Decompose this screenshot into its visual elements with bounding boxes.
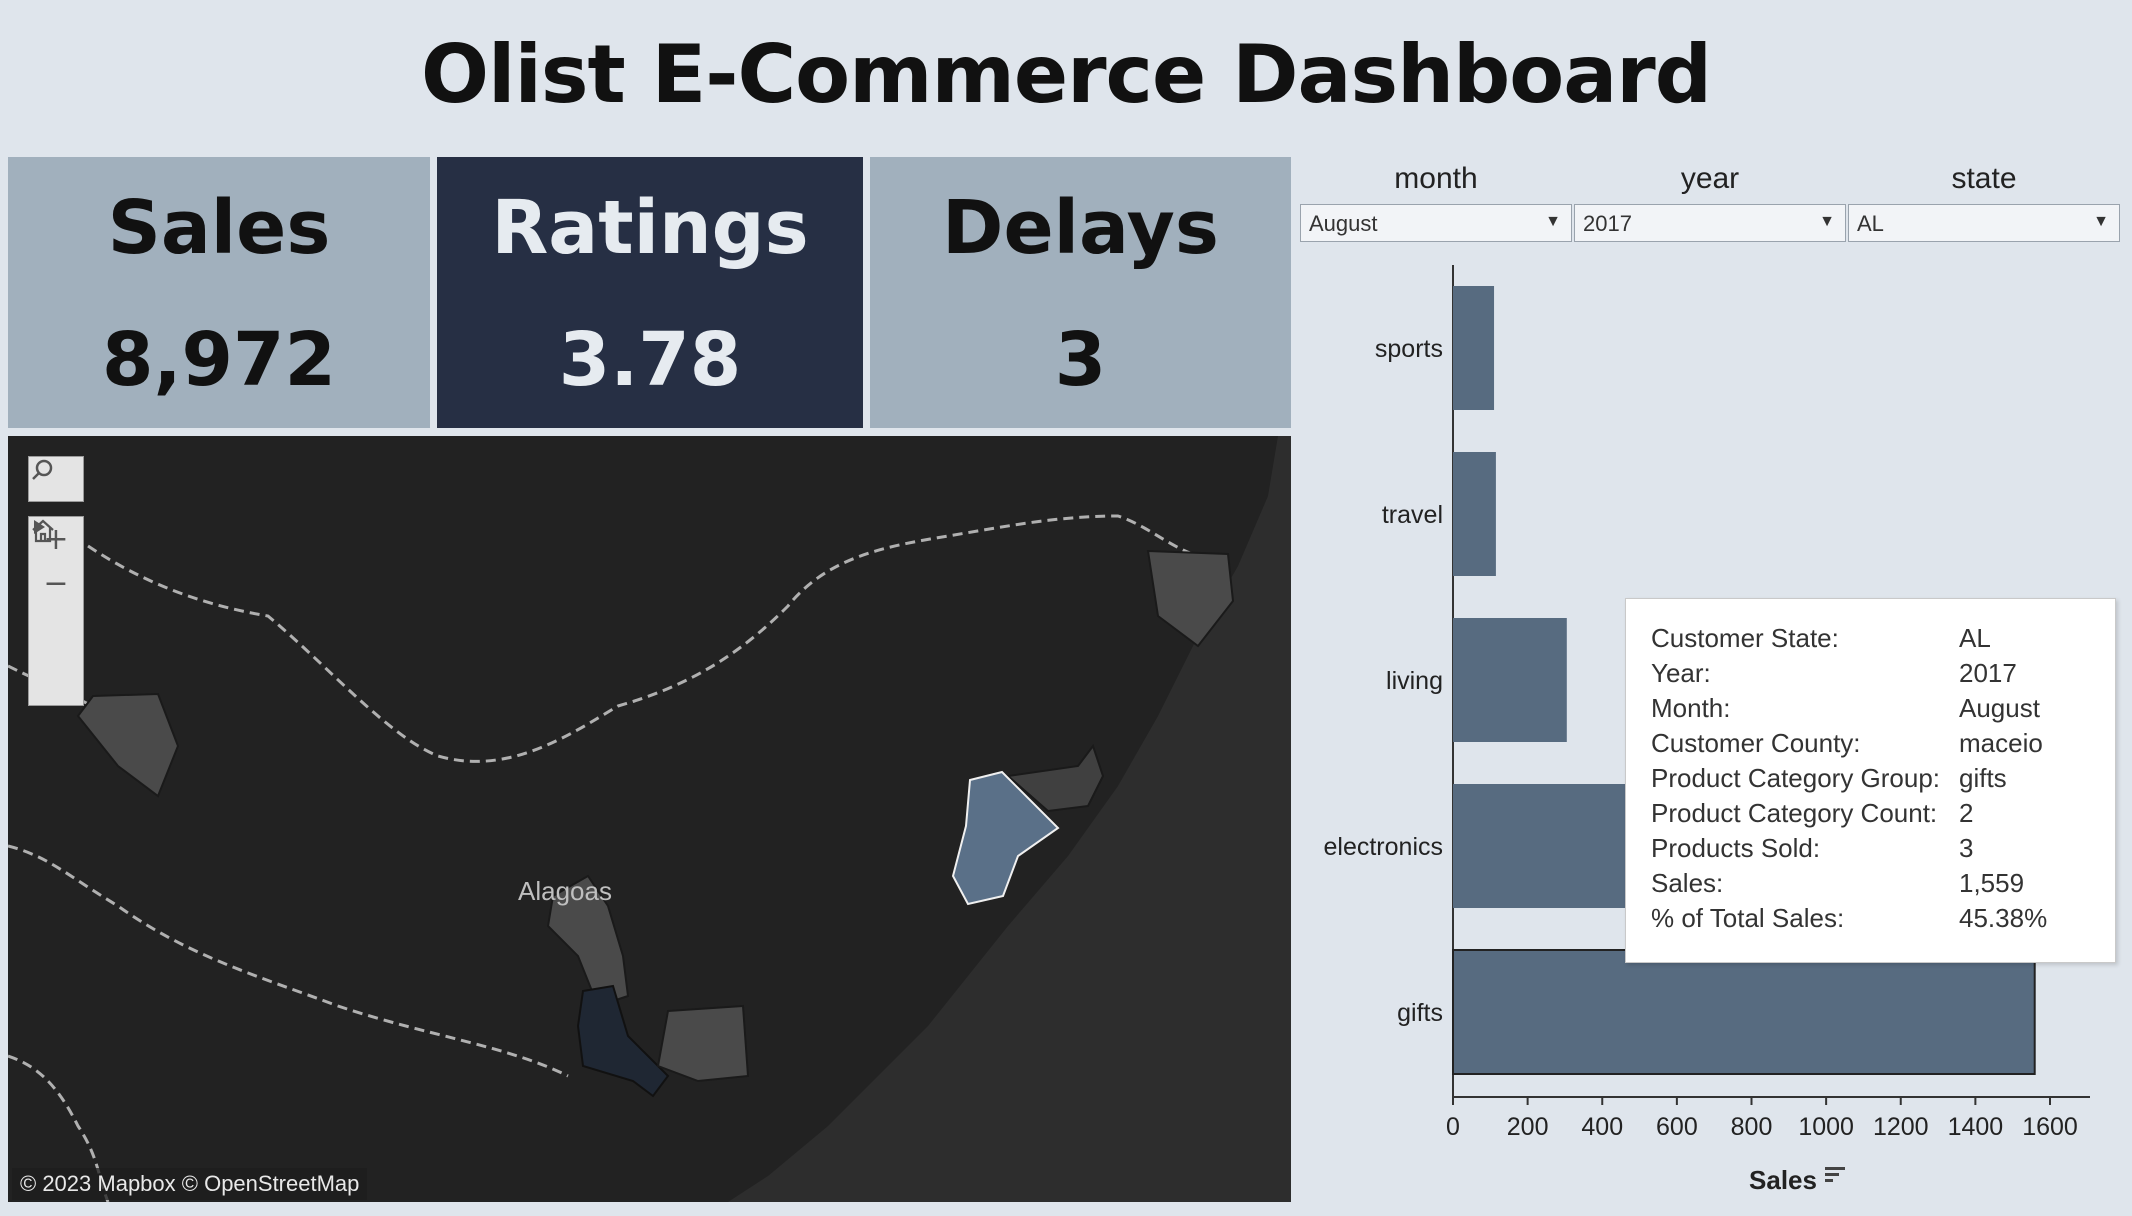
county-region[interactable]	[76, 692, 180, 798]
delays-kpi-value: 3	[1054, 317, 1107, 403]
chevron-down-icon: ▼	[1819, 213, 1835, 230]
tooltip-key: Year:	[1651, 658, 1711, 688]
state-filter-label: state	[1951, 162, 2017, 195]
x-tick-label: 400	[1581, 1113, 1623, 1141]
tooltip-key: Customer County:	[1651, 728, 1861, 758]
tooltip-key: Product Category Group:	[1651, 763, 1941, 793]
ratings-kpi-card[interactable]: Ratings 3.78	[437, 157, 863, 428]
ratings-kpi-value: 3.78	[558, 317, 742, 403]
selected-county-maceio[interactable]	[951, 770, 1060, 906]
tooltip-value: 45.38%	[1959, 903, 2048, 933]
chevron-down-icon: ▼	[2093, 213, 2109, 230]
tooltip-key: Month:	[1651, 693, 1731, 723]
x-tick-label: 1600	[2022, 1113, 2078, 1141]
sales-kpi-value: 8,972	[101, 317, 337, 403]
sort-icon[interactable]	[1825, 1179, 1833, 1182]
y-tick-label: travel	[1382, 501, 1443, 529]
tooltip-value: gifts	[1959, 763, 2007, 793]
tooltip-key: Sales:	[1651, 868, 1724, 898]
map-view[interactable]: Alagoas + − © 2023 Mapbox © OpenStreetMa…	[8, 436, 1291, 1202]
tooltip-value: AL	[1959, 623, 1991, 653]
tooltip-value: 2017	[1959, 658, 2017, 688]
tooltip-row: Products Sold: 3	[1626, 833, 2115, 868]
bar-living[interactable]	[1453, 618, 1567, 742]
tooltip-row: Month: August	[1626, 693, 2115, 728]
y-tick-label: sports	[1375, 335, 1443, 363]
bar-travel[interactable]	[1453, 452, 1496, 576]
county-region[interactable]	[546, 874, 630, 1008]
tooltip-value: 1,559	[1959, 868, 2025, 898]
tooltip-row: % of Total Sales: 45.38%	[1626, 903, 2115, 938]
county-region[interactable]	[576, 984, 670, 1098]
y-tick-label: gifts	[1397, 999, 1443, 1027]
tooltip-row: Product Category Count: 2	[1626, 798, 2115, 833]
delays-kpi-card[interactable]: Delays 3	[870, 157, 1291, 428]
state-select[interactable]: AL ▼	[1848, 204, 2120, 242]
tooltip-value: 2	[1959, 798, 1974, 828]
page-title: Olist E-Commerce Dashboard	[421, 28, 1712, 121]
delays-kpi-label: Delays	[942, 185, 1219, 271]
map-search-control[interactable]	[28, 456, 84, 502]
tooltip-value: maceio	[1959, 728, 2043, 758]
tooltip-row: Year: 2017	[1626, 658, 2115, 693]
tooltip-key: Products Sold:	[1651, 833, 1821, 863]
y-tick-label: electronics	[1324, 833, 1444, 861]
tooltip-row: Sales: 1,559	[1626, 868, 2115, 903]
tooltip-row: Product Category Group: gifts	[1626, 763, 2115, 798]
zoom-out-icon[interactable]: −	[43, 565, 69, 601]
sort-icon[interactable]	[1825, 1173, 1839, 1176]
x-tick-label: 600	[1656, 1113, 1698, 1141]
home-icon[interactable]	[29, 519, 83, 649]
month-filter-label: month	[1394, 162, 1478, 195]
year-select[interactable]: 2017 ▼	[1574, 204, 1846, 242]
bar-gifts[interactable]	[1452, 949, 2036, 1075]
map-attribution[interactable]: © 2023 Mapbox © OpenStreetMap	[12, 1168, 368, 1200]
map-region-label: Alagoas	[518, 876, 612, 906]
x-tick-label: 1200	[1873, 1113, 1929, 1141]
x-tick-label: 1000	[1798, 1113, 1854, 1141]
sales-tooltip: Customer State: AL Year: 2017 Month: August Cu…	[1625, 598, 2116, 963]
year-select-value: 2017	[1583, 211, 1632, 236]
tooltip-key: % of Total Sales:	[1651, 903, 1845, 933]
zoom-in-icon[interactable]: +	[43, 521, 69, 557]
x-tick-label: 0	[1446, 1113, 1460, 1141]
play-icon[interactable]	[29, 520, 83, 705]
state-select-value: AL	[1857, 211, 1884, 236]
sort-icon[interactable]	[1825, 1167, 1845, 1170]
ratings-kpi-label: Ratings	[491, 185, 809, 271]
county-region[interactable]	[656, 1004, 750, 1083]
sales-kpi-label: Sales	[107, 185, 331, 271]
county-region[interactable]	[1005, 743, 1105, 813]
month-select[interactable]: August ▼	[1300, 204, 1572, 242]
map-canvas[interactable]	[8, 436, 1291, 1202]
chevron-down-icon: ▼	[1545, 213, 1561, 230]
tooltip-key: Product Category Count:	[1651, 798, 1938, 828]
tooltip-value: August	[1959, 693, 2040, 723]
search-icon[interactable]	[29, 457, 83, 501]
x-tick-label: 800	[1731, 1113, 1773, 1141]
county-region[interactable]	[1146, 549, 1235, 648]
ocean-area	[728, 436, 1291, 1202]
tooltip-row: Customer County: maceio	[1626, 728, 2115, 763]
x-tick-label: 1400	[1948, 1113, 2004, 1141]
month-select-value: August	[1309, 211, 1378, 236]
state-border	[87, 514, 1199, 763]
tooltip-key: Customer State:	[1651, 623, 1839, 653]
year-filter-label: year	[1680, 162, 1740, 195]
sales-kpi-card[interactable]: Sales 8,972	[8, 157, 430, 428]
map-zoom-controls: + −	[28, 516, 84, 706]
x-axis-title: Sales	[1749, 1165, 1817, 1195]
bar-sports[interactable]	[1453, 286, 1495, 410]
tooltip-value: 3	[1959, 833, 1974, 863]
tooltip-row: Customer State: AL	[1626, 623, 2115, 658]
state-border	[8, 1054, 110, 1202]
y-tick-label: living	[1386, 667, 1443, 695]
x-tick-label: 200	[1507, 1113, 1549, 1141]
